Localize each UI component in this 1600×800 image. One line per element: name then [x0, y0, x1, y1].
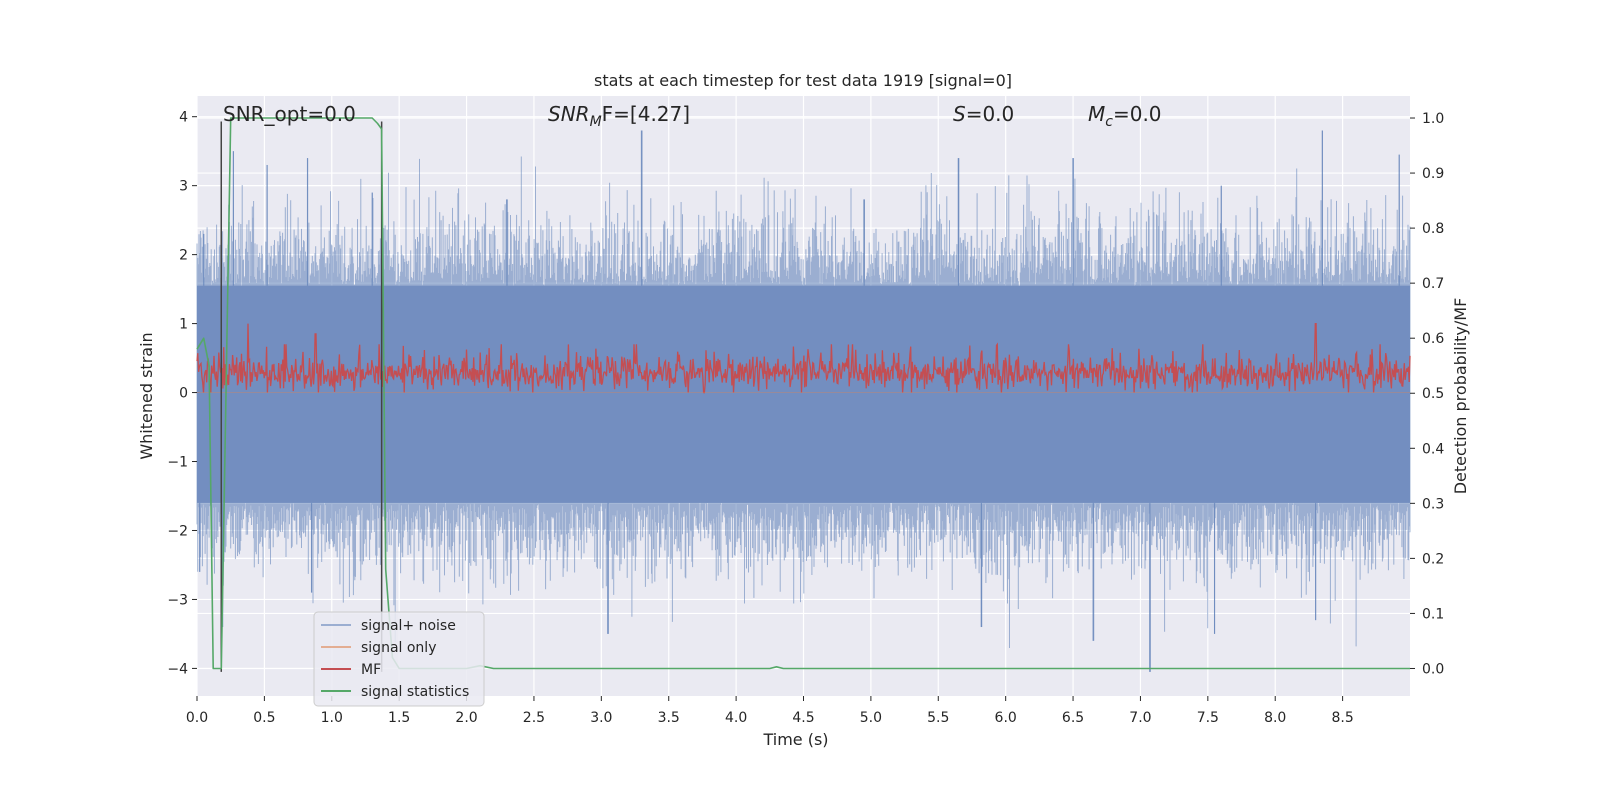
chart-title: stats at each timestep for test data 191… [594, 71, 1012, 90]
legend-box [313, 611, 485, 707]
y-axis-left-ticks: 4 3 2 1 0 −1 −2 −3 −4 [167, 110, 197, 677]
annotation-snr-mf-rest: F=[4.27] [602, 102, 690, 126]
signal-statistics-series [196, 117, 1410, 670]
x-tick-label: 5.5 [927, 710, 949, 726]
legend-label-signal-statistics: signal statistics [361, 684, 469, 700]
y-left-tick-label: 0 [179, 386, 188, 402]
y-right-tick-label: 0.6 [1422, 331, 1444, 347]
annotation-snr-mf-main: SNR [548, 102, 590, 126]
y-left-tick-label: 4 [179, 110, 188, 126]
x-tick-label: 4.0 [725, 710, 747, 726]
y-left-tick-label: 2 [179, 248, 188, 264]
y-left-tick-label: 1 [179, 317, 188, 333]
y-right-tick-label: 0.9 [1422, 166, 1444, 182]
annotation-snr-opt: SNR_opt=0.0 [223, 102, 356, 126]
y-right-tick-label: 1.0 [1422, 111, 1444, 127]
annotation-s-rest: =0.0 [966, 102, 1015, 126]
legend: signal+ noise signal only MF signal stat… [313, 611, 485, 707]
y-right-tick-label: 0.4 [1422, 441, 1444, 457]
y-right-tick-label: 0.7 [1422, 276, 1444, 292]
annotation-mc: Mc=0.0 [1088, 102, 1162, 130]
x-tick-label: 8.5 [1331, 710, 1353, 726]
legend-label-signal-only: signal only [361, 640, 436, 656]
x-tick-label: 6.0 [995, 710, 1017, 726]
y-axis-right-ticks: 1.0 0.9 0.8 0.7 0.6 0.5 0.4 0.3 0.2 0.1 0.0 [1410, 111, 1444, 677]
x-tick-label: 0.5 [253, 710, 275, 726]
annotation-mc-sub: c [1105, 114, 1113, 130]
annotation-snr-mf: SNRMF=[4.27] [548, 102, 690, 130]
annotation-mc-rest: =0.0 [1113, 102, 1162, 126]
y-left-tick-label: −3 [167, 592, 188, 608]
x-tick-label: 1.0 [321, 710, 343, 726]
x-tick-label: 1.5 [388, 710, 410, 726]
signal-noise-series [196, 130, 1411, 672]
y-left-tick-label: −4 [167, 661, 188, 677]
legend-label-signal-noise: signal+ noise [361, 618, 456, 634]
annotation-mc-main: M [1088, 102, 1105, 126]
x-tick-label: 2.0 [455, 710, 477, 726]
y-left-tick-label: 3 [179, 179, 188, 195]
y-left-tick-label: −1 [167, 455, 188, 471]
y-right-tick-label: 0.3 [1422, 496, 1444, 512]
x-tick-label: 8.0 [1264, 710, 1286, 726]
mf-series [196, 322, 1411, 394]
x-tick-label: 5.0 [860, 710, 882, 726]
mf-line [196, 322, 1411, 394]
x-tick-label: 3.0 [590, 710, 612, 726]
x-axis-label: Time (s) [762, 730, 828, 749]
y-right-tick-label: 0.2 [1422, 551, 1444, 567]
y-axis-left-label: Whitened strain [137, 332, 156, 459]
x-tick-label: 7.0 [1129, 710, 1151, 726]
y-right-tick-label: 0.1 [1422, 606, 1444, 622]
signal-statistics-line [196, 117, 1410, 670]
x-tick-label: 4.5 [792, 710, 814, 726]
x-axis-ticks: 0.0 0.5 1.0 1.5 2.0 2.5 3.0 3.5 4.0 4.5 5.0 5.5 6.0 6… [186, 696, 1354, 726]
x-tick-label: 0.0 [186, 710, 208, 726]
y-right-tick-label: 0.0 [1422, 661, 1444, 677]
annotation-s-main: S [953, 102, 966, 126]
y-left-tick-label: −2 [167, 523, 188, 539]
y-axis-right-label: Detection probability/MF [1451, 298, 1470, 495]
y-right-tick-label: 0.5 [1422, 386, 1444, 402]
annotation-s: S=0.0 [953, 102, 1014, 126]
x-tick-label: 7.5 [1197, 710, 1219, 726]
annotation-snr-mf-sub: M [590, 114, 602, 130]
x-tick-label: 6.5 [1062, 710, 1084, 726]
legend-label-mf: MF [361, 662, 381, 678]
x-tick-label: 3.5 [658, 710, 680, 726]
x-tick-label: 2.5 [523, 710, 545, 726]
y-right-tick-label: 0.8 [1422, 221, 1444, 237]
